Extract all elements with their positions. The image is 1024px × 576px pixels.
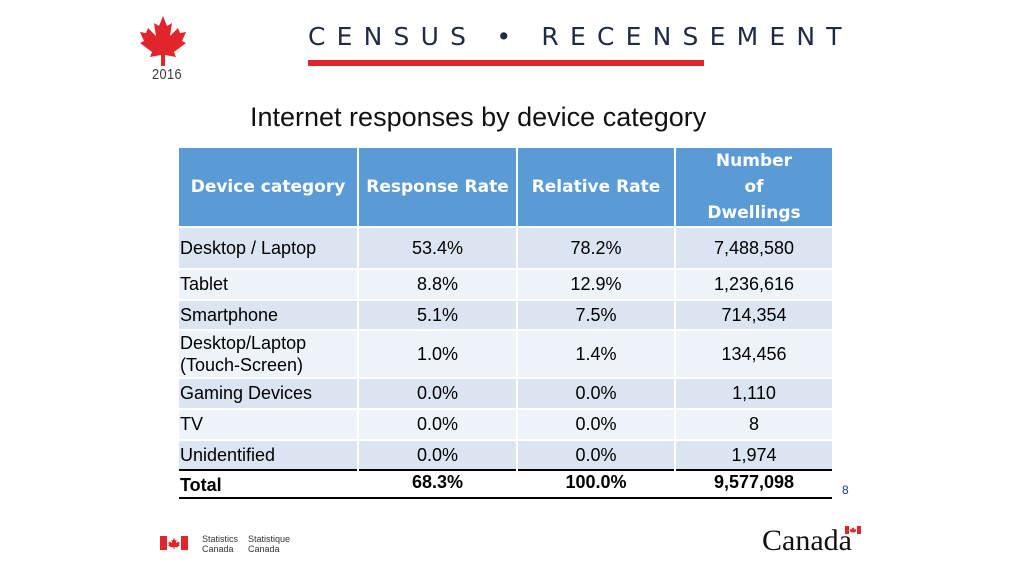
cell-category: Desktop / Laptop bbox=[179, 226, 359, 269]
cell-relative-rate: 78.2% bbox=[517, 226, 676, 269]
cell-response-rate: 0.0% bbox=[358, 439, 518, 470]
table-row: Gaming Devices 0.0% 0.0% 1,110 bbox=[179, 377, 832, 409]
cell-category: Smartphone bbox=[179, 299, 359, 330]
device-category-table: Device category Response Rate Relative R… bbox=[179, 148, 832, 499]
canada-flag-icon bbox=[160, 536, 188, 550]
canada-wordmark: Canada bbox=[762, 524, 852, 557]
cell-relative-rate: 0.0% bbox=[517, 408, 676, 440]
statcan-en-line1: Statistics bbox=[202, 534, 239, 544]
canada-wordmark-flag-icon bbox=[845, 526, 861, 534]
cell-total-relative-rate: 100.0% bbox=[517, 469, 676, 499]
slide-title: Internet responses by device category bbox=[250, 102, 707, 132]
page-number: 8 bbox=[842, 483, 849, 497]
cell-response-rate: 5.1% bbox=[358, 299, 518, 330]
cell-dwellings: 1,974 bbox=[675, 439, 832, 470]
cell-relative-rate: 1.4% bbox=[517, 329, 676, 378]
cell-dwellings: 8 bbox=[675, 408, 832, 440]
cell-relative-rate: 7.5% bbox=[517, 299, 676, 330]
cell-category: Unidentified bbox=[179, 439, 359, 470]
table-row: Tablet 8.8% 12.9% 1,236,616 bbox=[179, 268, 832, 300]
cell-relative-rate: 0.0% bbox=[517, 439, 676, 470]
cell-category: Desktop/Laptop (Touch-Screen) bbox=[179, 329, 359, 378]
census-year: 2016 bbox=[152, 66, 183, 83]
cell-response-rate: 0.0% bbox=[358, 377, 518, 409]
table-header-row: Device category Response Rate Relative R… bbox=[179, 148, 832, 227]
column-header-device-category: Device category bbox=[179, 148, 359, 227]
column-header-relative-rate: Relative Rate bbox=[517, 148, 676, 227]
column-header-dwellings: Number of Dwellings bbox=[675, 148, 832, 227]
column-header-response-rate: Response Rate bbox=[358, 148, 518, 227]
census-2016-logo bbox=[138, 14, 194, 90]
statcan-fr-line1: Statistique bbox=[248, 534, 291, 544]
cell-relative-rate: 12.9% bbox=[517, 268, 676, 300]
cell-dwellings: 1,236,616 bbox=[675, 268, 832, 300]
cell-category: TV bbox=[179, 408, 359, 440]
cell-response-rate: 0.0% bbox=[358, 408, 518, 440]
statcan-en-line2: Canada bbox=[202, 544, 234, 554]
table-row: Unidentified 0.0% 0.0% 1,974 bbox=[179, 439, 832, 470]
census-underline bbox=[308, 60, 704, 66]
cell-total-response-rate: 68.3% bbox=[358, 469, 518, 499]
table-total-row: Total 68.3% 100.0% 9,577,098 bbox=[179, 469, 832, 499]
cell-dwellings: 7,488,580 bbox=[675, 226, 832, 269]
table-row: Desktop / Laptop 53.4% 78.2% 7,488,580 bbox=[179, 226, 832, 269]
table-row: Desktop/Laptop (Touch-Screen) 1.0% 1.4% … bbox=[179, 329, 832, 378]
cell-category: Tablet bbox=[179, 268, 359, 300]
cell-dwellings: 134,456 bbox=[675, 329, 832, 378]
cell-dwellings: 1,110 bbox=[675, 377, 832, 409]
census-wordmark: CENSUS • RECENSEMENT bbox=[308, 22, 853, 51]
cell-response-rate: 53.4% bbox=[358, 226, 518, 269]
table-row: Smartphone 5.1% 7.5% 714,354 bbox=[179, 299, 832, 330]
statcan-english: Statistics Canada bbox=[202, 534, 238, 554]
cell-response-rate: 8.8% bbox=[358, 268, 518, 300]
cell-total-dwellings: 9,577,098 bbox=[675, 469, 832, 499]
cell-dwellings: 714,354 bbox=[675, 299, 832, 330]
statcan-fr-line2: Canada bbox=[248, 544, 280, 554]
cell-response-rate: 1.0% bbox=[358, 329, 518, 378]
cell-total-label: Total bbox=[179, 469, 359, 499]
cell-relative-rate: 0.0% bbox=[517, 377, 676, 409]
statcan-french: Statistique Canada bbox=[248, 534, 290, 554]
cell-category: Gaming Devices bbox=[179, 377, 359, 409]
table-row: TV 0.0% 0.0% 8 bbox=[179, 408, 832, 440]
maple-leaf-icon bbox=[140, 16, 186, 66]
